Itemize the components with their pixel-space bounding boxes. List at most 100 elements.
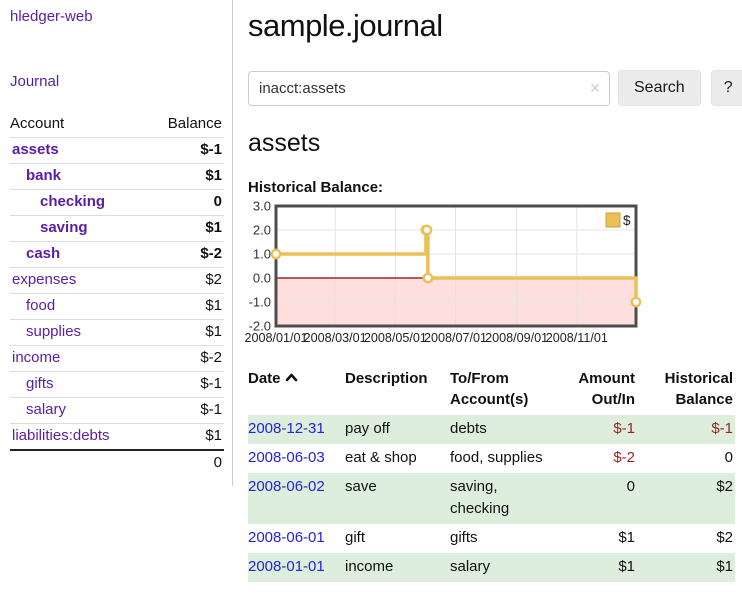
transaction-accounts: gifts	[450, 529, 478, 546]
transaction-accounts: saving, checking	[450, 478, 510, 517]
account-row: bank $1	[10, 163, 224, 189]
transaction-balance: $1	[716, 558, 733, 575]
register-row: 2008-12-31 pay off debts $-1 $-1	[248, 415, 735, 444]
account-heading: assets	[248, 129, 321, 157]
account-balance: 0	[213, 193, 222, 210]
transaction-balance: $2	[716, 478, 733, 495]
account-balance: $-2	[200, 245, 222, 262]
account-link[interactable]: income	[12, 349, 61, 366]
page-title: sample.journal	[248, 8, 443, 43]
account-balance: $-1	[200, 401, 222, 418]
accounts-total-value: 0	[213, 454, 222, 471]
account-balance: $1	[205, 297, 222, 314]
date-column-header[interactable]: Date	[248, 365, 345, 415]
account-row: expenses $2	[10, 267, 224, 293]
sidebar-nav: Journal	[10, 73, 224, 91]
account-balance: $-1	[200, 375, 222, 392]
svg-text:3.0: 3.0	[253, 199, 271, 214]
svg-text:-1.0: -1.0	[249, 295, 271, 310]
transaction-description: pay off	[345, 420, 390, 437]
transaction-balance: $2	[716, 529, 733, 546]
search-input[interactable]	[248, 70, 610, 106]
svg-text:0.0: 0.0	[253, 271, 271, 286]
transaction-date-link[interactable]: 2008-06-01	[248, 529, 325, 546]
account-link[interactable]: checking	[40, 193, 106, 210]
app-title-link[interactable]: hledger-web	[10, 8, 93, 25]
account-row: supplies $1	[10, 319, 224, 345]
svg-text:1.0: 1.0	[253, 247, 271, 262]
account-link[interactable]: salary	[26, 401, 67, 418]
chart-title: Historical Balance:	[248, 179, 384, 196]
account-link[interactable]: cash	[26, 245, 61, 262]
register-table: Date Description To/From Account(s) Amou…	[248, 365, 735, 582]
help-button[interactable]: ?	[710, 70, 742, 106]
account-link[interactable]: expenses	[12, 271, 77, 288]
transaction-balance: $-1	[711, 420, 733, 437]
register-row: 2008-06-02 save saving, checking 0 $2	[248, 473, 735, 524]
transaction-accounts: debts	[450, 420, 487, 437]
account-link[interactable]: bank	[26, 167, 62, 184]
svg-text:-2.0: -2.0	[249, 319, 271, 334]
amount-column-header: Amount Out/In	[578, 370, 635, 408]
account-column-header: Account	[10, 115, 65, 132]
account-link[interactable]: food	[26, 297, 56, 314]
description-column-header: Description	[345, 370, 428, 387]
chart-canvas: $3.0 2.0 1.0 0.0 -1.0 -2.02008/01/012008/03/0…	[244, 199, 642, 345]
account-link[interactable]: assets	[12, 141, 59, 158]
account-link[interactable]: liabilities:debts	[12, 427, 110, 444]
transaction-date-link[interactable]: 2008-06-03	[248, 449, 325, 466]
transaction-description: gift	[345, 529, 366, 546]
svg-text:2008/05/01: 2008/05/01	[364, 331, 427, 345]
account-row: food $1	[10, 293, 224, 319]
account-row: checking 0	[10, 189, 224, 215]
account-row: income $-2	[10, 345, 224, 371]
transaction-amount: $1	[618, 558, 635, 575]
account-row: saving $1	[10, 215, 224, 241]
account-row: cash $-2	[10, 241, 224, 267]
search-box: ✕	[248, 70, 610, 106]
account-link[interactable]: gifts	[26, 375, 54, 392]
svg-text:2008/01/01: 2008/01/01	[244, 331, 307, 345]
balance-column-header: Historical Balance	[664, 370, 733, 408]
transaction-description: save	[345, 478, 377, 495]
account-balance: $2	[205, 271, 222, 288]
clear-search-icon[interactable]: ✕	[589, 79, 601, 96]
balance-column-header: Balance	[167, 115, 222, 132]
transaction-accounts: food, supplies	[450, 449, 543, 466]
account-balance: $1	[205, 323, 222, 340]
account-link[interactable]: supplies	[26, 323, 82, 340]
accounts-table-header: Account Balance	[10, 112, 224, 137]
register-row: 2008-01-01 income salary $1 $1	[248, 553, 735, 582]
sidebar: hledger-web Journal Account Balance asse…	[0, 0, 233, 486]
transaction-date-link[interactable]: 2008-06-02	[248, 478, 325, 495]
transaction-description: income	[345, 558, 394, 575]
transaction-amount: $1	[618, 529, 635, 546]
transaction-amount: $-2	[613, 449, 635, 466]
account-link[interactable]: saving	[40, 219, 88, 236]
account-row: liabilities:debts $1	[10, 423, 224, 449]
account-balance: $1	[205, 167, 222, 184]
date-header-label: Date	[248, 370, 281, 387]
account-row: salary $-1	[10, 397, 224, 423]
search-form: ✕ Search ?	[248, 70, 742, 106]
transaction-accounts: salary	[450, 558, 491, 575]
svg-text:2008/09/01: 2008/09/01	[485, 331, 548, 345]
transaction-description: eat & shop	[345, 449, 417, 466]
transaction-date-link[interactable]: 2008-12-31	[248, 420, 325, 437]
svg-text:2008/03/01: 2008/03/01	[304, 331, 367, 345]
search-button[interactable]: Search	[618, 70, 701, 106]
transaction-amount: $-1	[613, 420, 635, 437]
account-row: assets $-1	[10, 137, 224, 163]
account-balance: $1	[205, 427, 222, 444]
transaction-date-link[interactable]: 2008-01-01	[248, 558, 325, 575]
svg-text:2008/07/01: 2008/07/01	[424, 331, 487, 345]
accounts-column-header: To/From Account(s)	[450, 370, 529, 408]
sidebar-item-journal[interactable]: Journal	[10, 73, 60, 90]
register-header-row: Date Description To/From Account(s) Amou…	[248, 365, 735, 415]
svg-text:2008/11/01: 2008/11/01	[546, 331, 608, 345]
register-row: 2008-06-01 gift gifts $1 $2	[248, 524, 735, 553]
accounts-table: Account Balance assets $-1 bank $1 check…	[10, 112, 224, 476]
svg-text:2.0: 2.0	[253, 223, 271, 238]
account-balance: $-2	[200, 349, 222, 366]
